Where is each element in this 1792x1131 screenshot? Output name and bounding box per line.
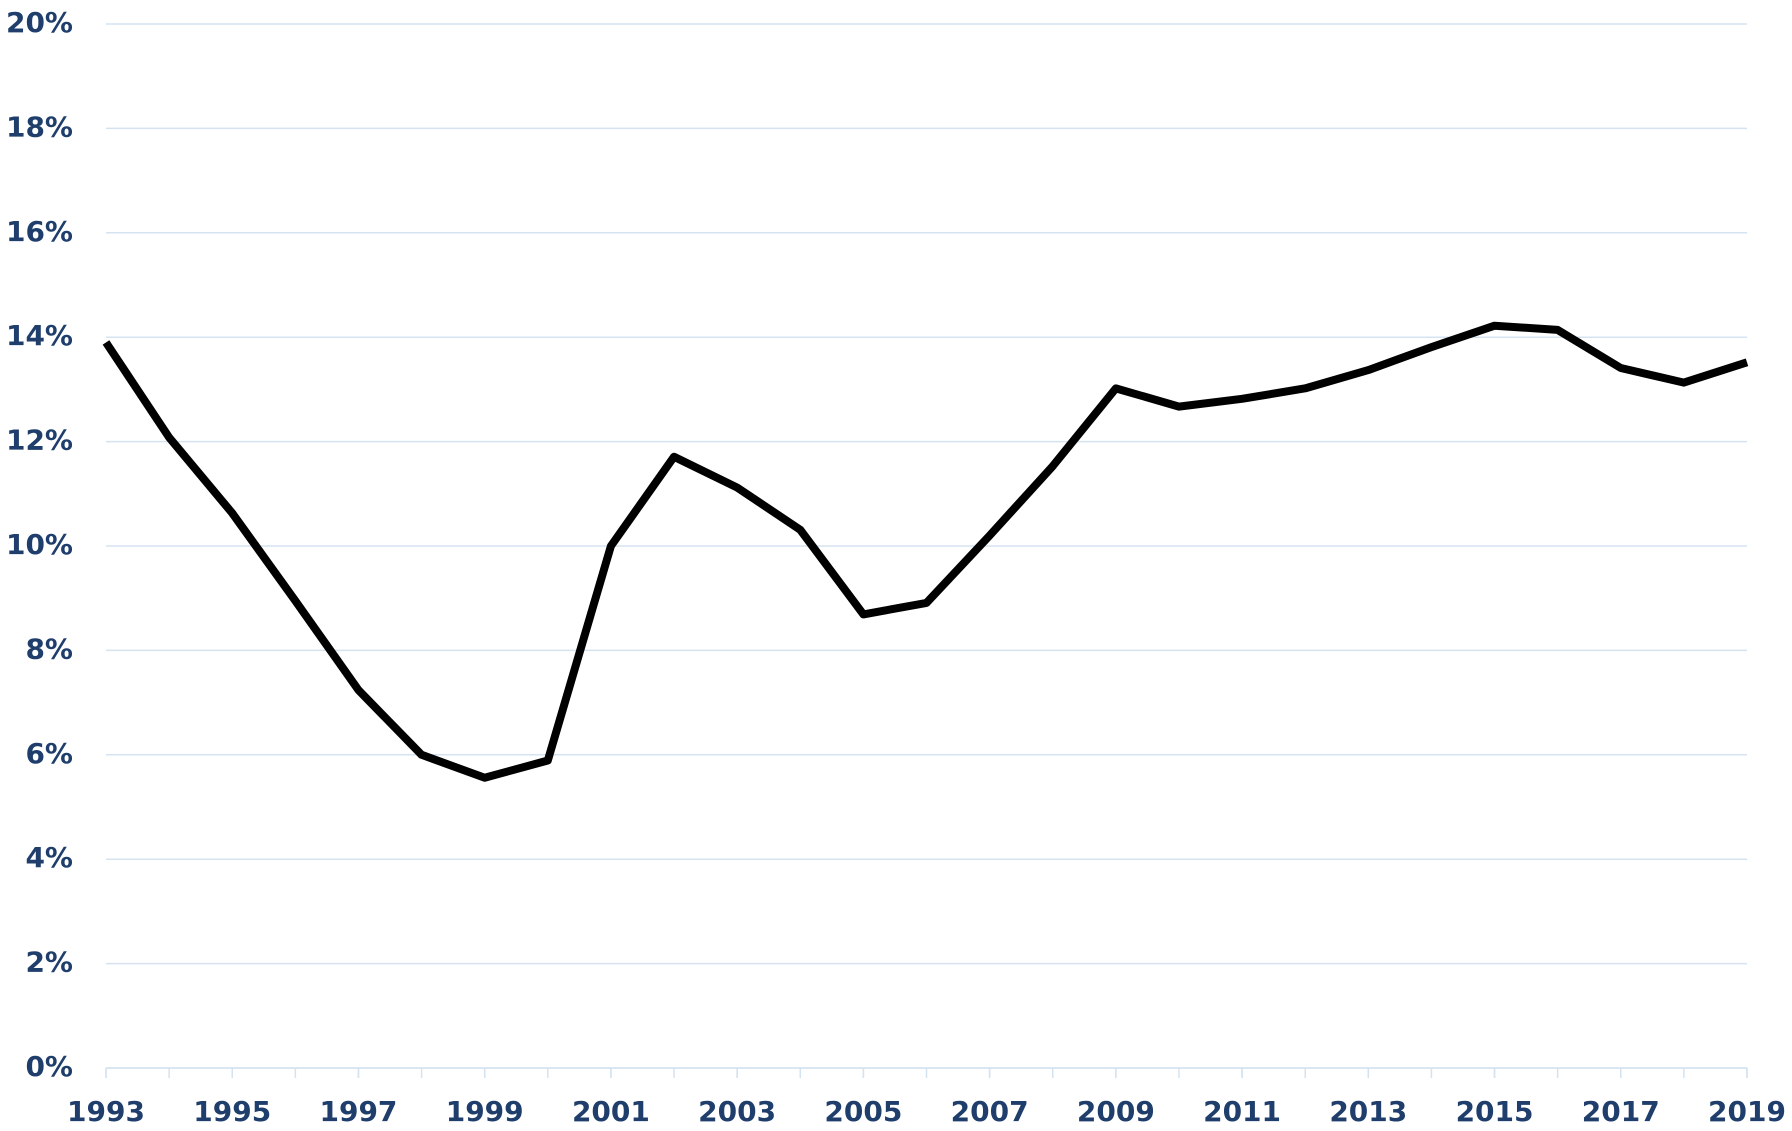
y-tick-label: 4% — [25, 841, 73, 874]
x-tick-label: 1997 — [319, 1095, 397, 1128]
x-tick-label: 2019 — [1708, 1095, 1786, 1128]
x-tick-label: 2003 — [698, 1095, 776, 1128]
y-tick-label: 14% — [6, 319, 73, 352]
x-tick-label: 1995 — [193, 1095, 271, 1128]
y-tick-label: 2% — [25, 946, 73, 979]
y-tick-label: 12% — [6, 424, 73, 457]
x-tick-label: 2011 — [1203, 1095, 1281, 1128]
y-tick-label: 18% — [6, 110, 73, 143]
y-tick-label: 6% — [25, 737, 73, 770]
x-tick-label: 2001 — [572, 1095, 650, 1128]
x-tick-label: 2017 — [1582, 1095, 1660, 1128]
x-tick-label: 2015 — [1456, 1095, 1534, 1128]
line-series — [102, 321, 1749, 782]
x-tick-label: 2013 — [1329, 1095, 1407, 1128]
x-tick-label: 1993 — [67, 1095, 145, 1128]
x-tick-label: 2007 — [951, 1095, 1029, 1128]
y-tick-label: 10% — [6, 528, 73, 561]
y-tick-label: 20% — [6, 6, 73, 39]
y-tick-label: 16% — [6, 215, 73, 248]
x-tick-label: 2009 — [1077, 1095, 1155, 1128]
x-tick-label: 2005 — [824, 1095, 902, 1128]
y-tick-label: 8% — [25, 632, 73, 665]
y-tick-label: 0% — [25, 1050, 73, 1083]
x-tick-label: 1999 — [446, 1095, 524, 1128]
